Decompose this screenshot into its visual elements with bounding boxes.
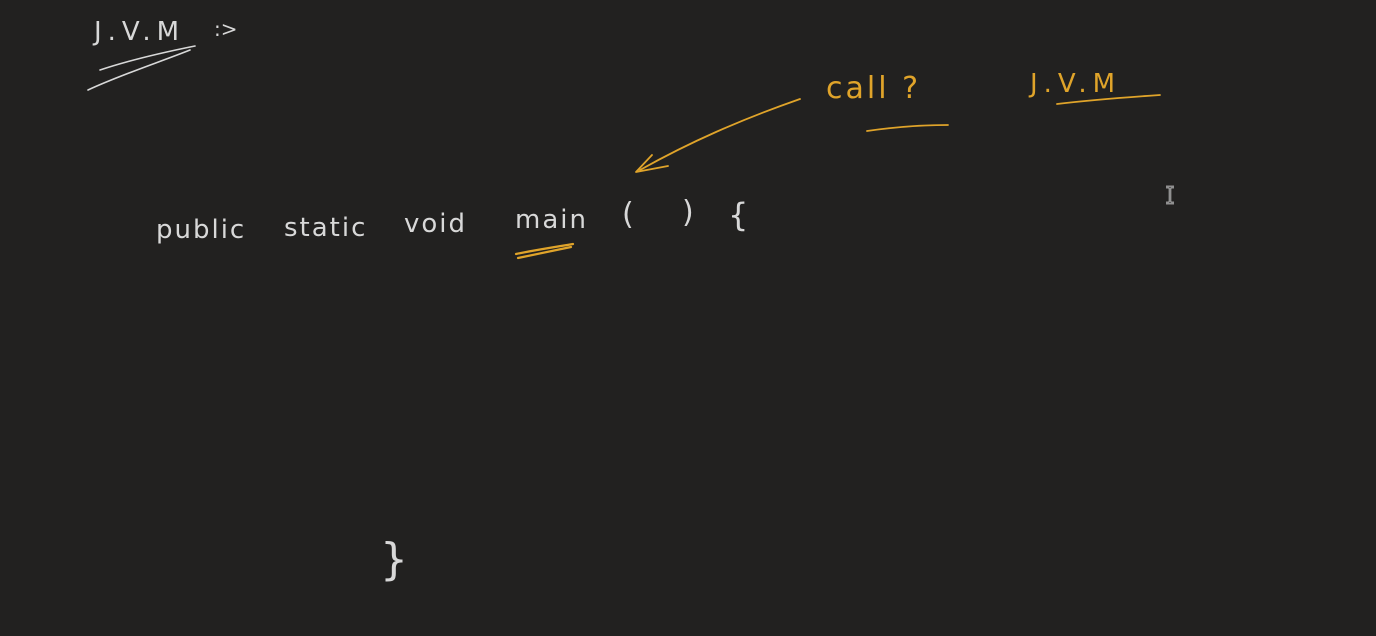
text-cursor-icon [1166,185,1174,205]
code-brace-close: } [380,534,408,585]
code-public: public [156,215,246,245]
jvm-gold-text: J.V.M [1028,69,1121,99]
arrow-to-main [639,98,801,171]
code-paren-close: ) [682,195,694,230]
code-void: void [404,209,467,239]
arrow-head [635,154,669,173]
code-static: static [284,213,367,243]
jvm-note-arrow: :> [214,17,238,41]
main-highlight-1 [514,242,575,256]
jvm-underline-1 [99,45,196,71]
code-paren-open: ( [622,197,634,232]
main-highlight-2 [516,245,573,260]
call-underline [866,124,949,132]
jvm-underline-2 [87,49,191,91]
code-main: main [515,205,588,235]
jvm-gold-underline [1056,94,1161,105]
jvm-note-text: J.V.M [92,17,185,47]
call-question-text: call ? [826,71,921,106]
code-brace-open: { [728,196,748,234]
